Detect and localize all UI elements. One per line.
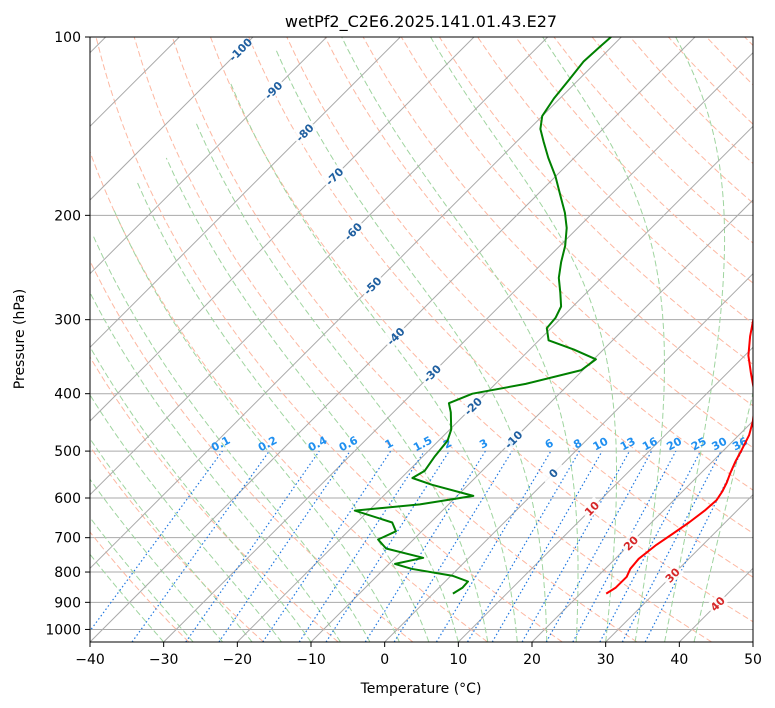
mixing-ratio-label: 25 [689,435,709,454]
x-tick-label: −30 [149,652,179,668]
moist-adiabat-line [195,123,489,642]
plot-area [90,37,753,642]
isotherm-line [384,272,753,642]
x-tick-label: −20 [223,652,253,668]
dry-adiabat-line [248,37,753,578]
dry-adiabat-line [90,531,190,642]
x-tick-label: 50 [744,652,762,668]
y-tick-label: 1000 [45,622,81,638]
isotherm-label-backdrop [418,360,445,387]
mixing-ratio-label: 13 [618,435,638,454]
mixing-ratio-label: 36 [730,435,750,454]
mixing-ratio-line [185,450,320,642]
isotherm-label-backdrop [539,459,567,487]
moist-adiabat-line [165,157,459,642]
moist-adiabat-line [136,180,430,642]
moist-adiabat-line [90,345,312,642]
x-tick-label: 30 [597,652,615,668]
isotherm-label-backdrop [227,37,254,63]
mixing-ratio-line [521,450,631,642]
isotherm-label-backdrop [321,163,348,190]
mixing-ratio-label: 10 [591,435,611,454]
mixing-ratio-line [466,450,580,642]
dewpoint-profile-line [353,37,612,595]
dry-adiabat-line [90,150,488,642]
y-tick-label: 400 [54,387,81,403]
isotherm-line [90,37,328,275]
dry-adiabat-line [210,37,753,623]
y-tick-label: 900 [54,595,81,611]
moist-adiabat-line [664,37,726,642]
x-tick-label: 0 [380,652,389,668]
mixing-ratio-label: 16 [640,435,660,454]
y-axis-label: Pressure (hPa) [12,289,28,389]
x-axis-label: Temperature (°C) [360,681,482,697]
x-tick-label: 20 [523,652,541,668]
isotherm-label-backdrop [339,218,366,245]
profile-lines [353,37,753,595]
x-tick-label: −10 [296,652,326,668]
isotherm-line [90,37,254,201]
moist-adiabat-label-backdrop [618,531,643,555]
x-tick-label: 10 [449,652,467,668]
x-tick-label: −40 [75,652,105,668]
y-tick-label: 200 [54,208,81,224]
isotherm-line [310,199,753,642]
isotherm-label-backdrop [459,392,486,419]
y-tick-label: 100 [54,30,81,46]
y-tick-label: 800 [54,565,81,581]
mixing-ratio-line [393,450,513,642]
isotherm-line [605,493,753,642]
mixing-ratio-line [491,450,603,642]
isotherm-label-backdrop [359,272,386,299]
plot-frame [89,36,754,643]
y-axis: 100 200 300 400 500 600 700 800 900 1000 [45,30,90,638]
moist-adiabat-label-backdrop [705,591,729,616]
dry-adiabat-line [95,37,563,642]
temperature-profile-line [605,315,753,595]
mixing-ratio-line [218,450,351,642]
isotherm-label-backdrop [500,426,527,453]
isotherm-label-backdrop [382,322,409,350]
moist-adiabat-label-backdrop [579,496,604,520]
dry-adiabat-line [400,37,753,407]
dry-adiabat-line [438,37,753,366]
x-axis: −40 −30 −20 −10 0 10 20 30 40 50 [75,642,762,668]
y-tick-label: 300 [54,313,81,329]
y-tick-label: 700 [54,531,81,547]
background-lines [90,37,753,642]
x-tick-label: 40 [670,652,688,668]
isotherm-line [236,125,753,642]
moist-adiabat-line [230,83,518,642]
dry-adiabat-line [515,37,753,284]
isotherm-label-backdrop [259,76,287,103]
chart-title: wetPf2_C2E6.2025.141.01.43.E27 [285,12,557,32]
isotherm-line [90,37,622,570]
moist-adiabat-line [90,553,165,642]
mixing-ratio-label: 30 [710,435,730,454]
mixing-ratio-line [364,450,486,642]
moist-adiabat-line [275,49,548,642]
y-tick-label: 500 [54,444,81,460]
dry-adiabat-line [90,356,339,642]
mixing-ratio-line [435,450,552,642]
isotherm-line [90,37,475,422]
moist-adiabat-label-backdrop [660,563,684,587]
isotherm-line [90,37,549,496]
moist-adiabat-line [90,516,194,642]
moist-adiabat-line [90,478,223,642]
mixing-ratio-line [545,450,653,642]
isotherm-label-backdrop [291,119,318,146]
isotherm-line [457,346,753,642]
moist-adiabat-line [430,37,617,642]
isotherm-line [163,51,753,642]
moist-adiabat-line [341,37,579,642]
moist-adiabat-line [90,394,282,642]
mixing-ratio-label: 20 [664,435,684,454]
dry-adiabat-line [90,445,264,642]
y-tick-label: 600 [54,491,81,507]
